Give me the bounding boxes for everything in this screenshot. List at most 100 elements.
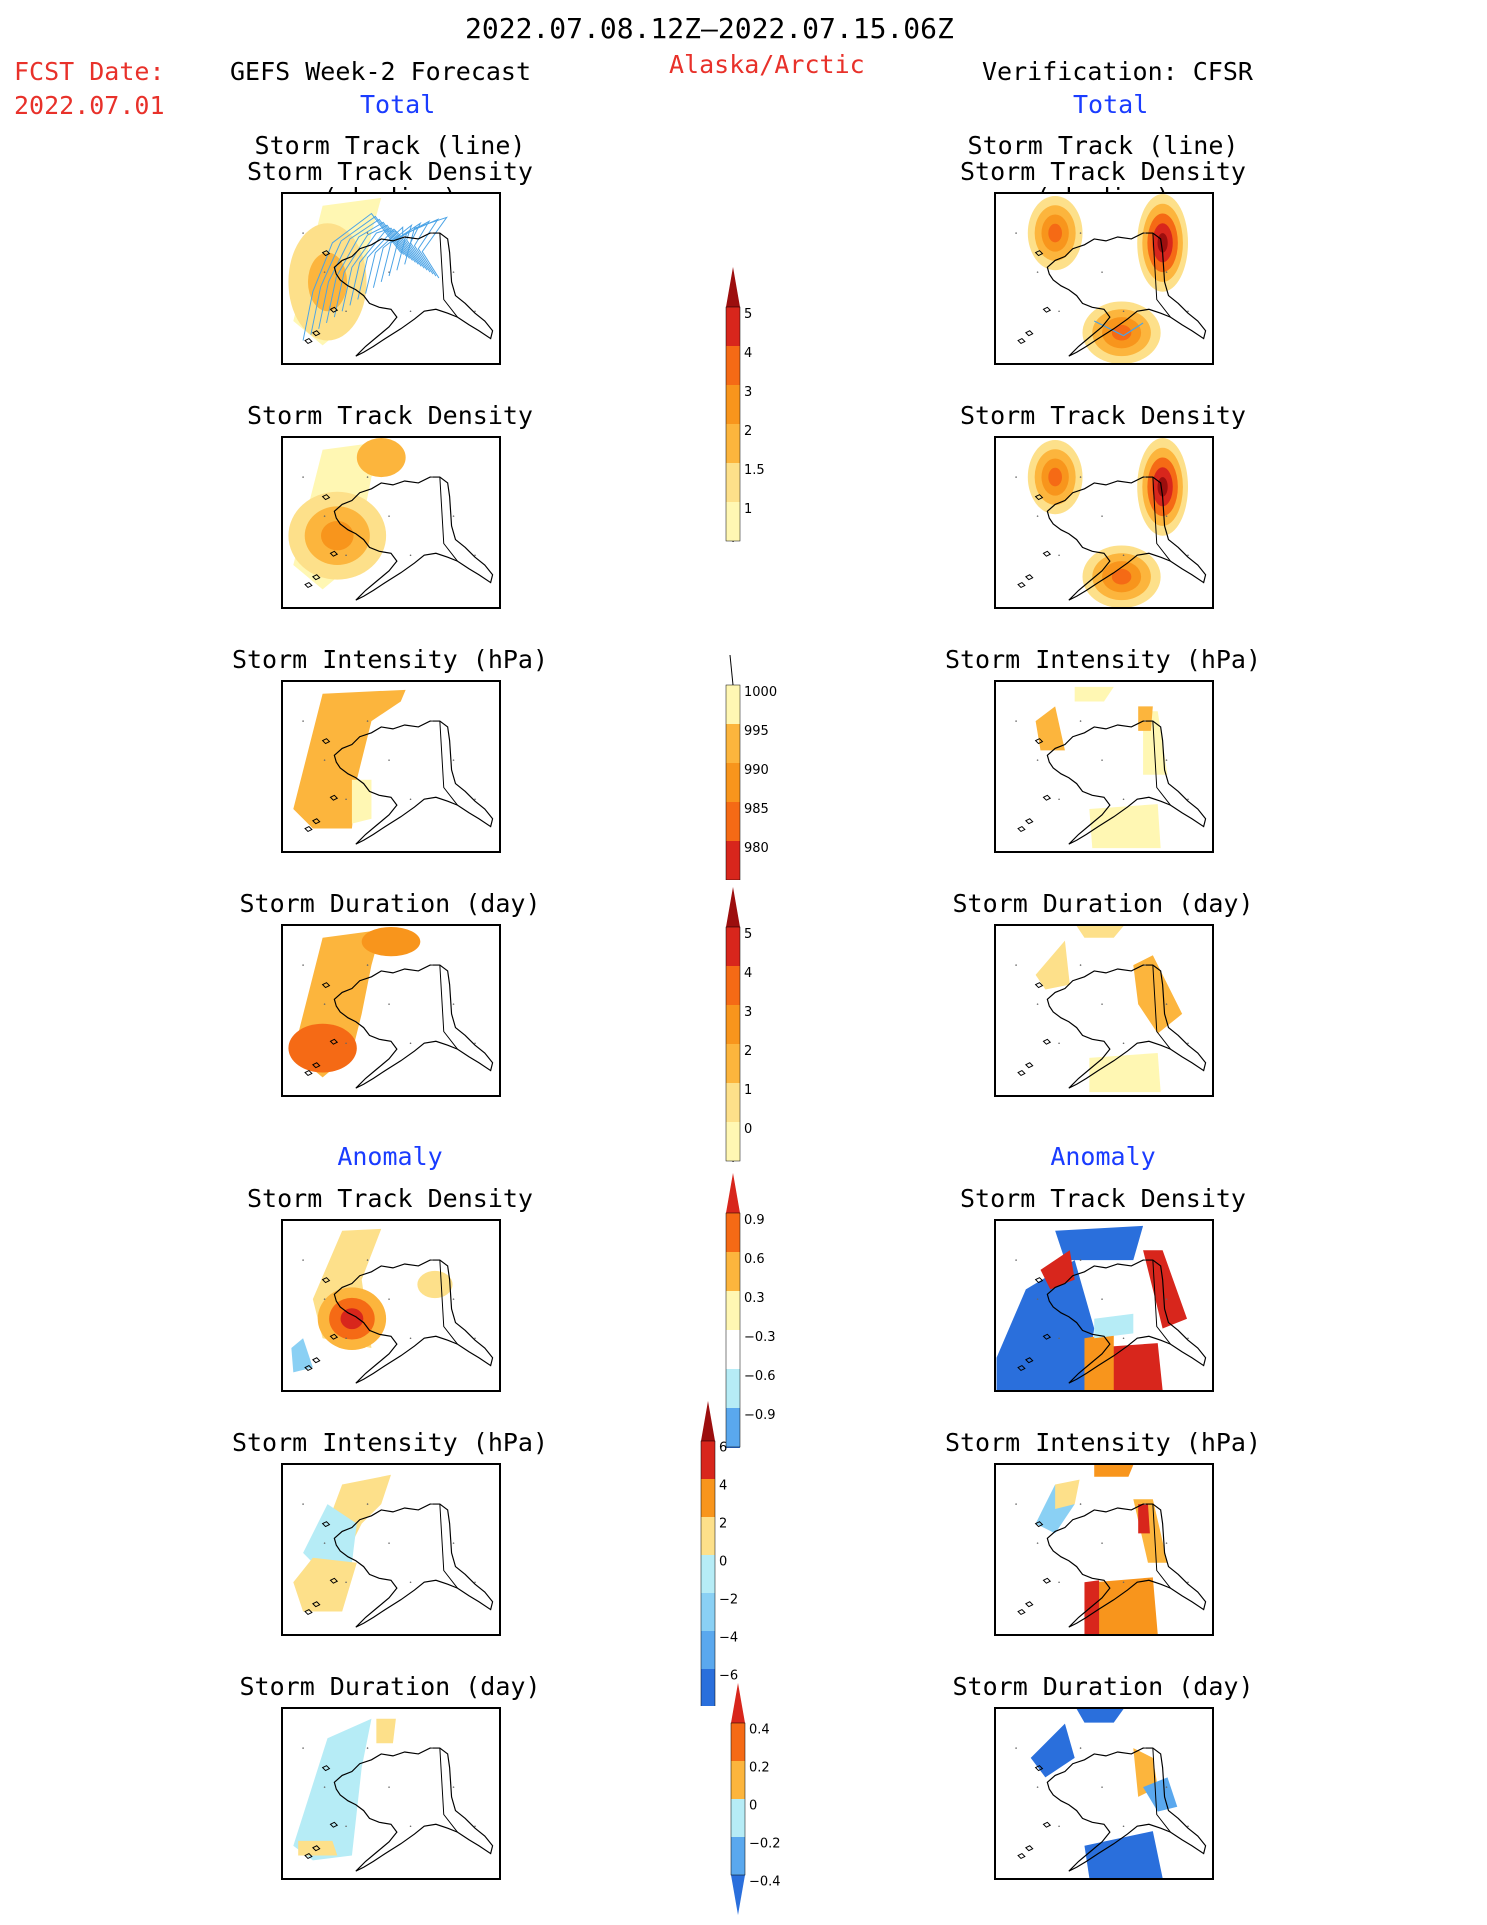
- colorbar-segment: [726, 1213, 740, 1252]
- storm-track-lines: [1093, 320, 1144, 337]
- title-duration-left: Storm Duration (day): [239, 889, 541, 918]
- danom-n: [1076, 1709, 1124, 1723]
- colorbar-segment: [726, 1408, 740, 1447]
- colorbar-tick-label: 0: [744, 1122, 752, 1137]
- colorbar-top-arrow: [726, 267, 740, 307]
- map-duration-anom-right-grid-dots: [1015, 1747, 1189, 1828]
- colorbar-tick-label: −4: [719, 1631, 738, 1646]
- int-n: [1074, 686, 1114, 702]
- colorbar-tick-label: 2: [744, 1044, 752, 1059]
- danom-pos-s: [298, 1840, 338, 1856]
- density-core: [288, 223, 367, 341]
- colorbar-intensity-anom: 6 4 2 0 −2 −4 −6: [700, 1401, 738, 1706]
- density-nw: [1027, 195, 1083, 271]
- colorbar-segment: [726, 1005, 740, 1044]
- title-duration-anom-left: Storm Duration (day): [239, 1672, 541, 1701]
- colorbar-tick-label: 1: [744, 502, 752, 517]
- left-total-subtitle: Total: [360, 90, 436, 119]
- colorbar-segment: [726, 841, 740, 880]
- intensity-light: [351, 779, 372, 824]
- intensity-shade: [293, 689, 406, 829]
- colorbar-density-anom: 0.9 0.6 0.3 −0.3 −0.6 −0.9: [725, 1173, 776, 1448]
- colorbar-segment: [726, 802, 740, 841]
- colorbar-segment: [726, 1122, 740, 1161]
- map-duration-anom-right-coastline: [1017, 1747, 1207, 1872]
- map-intensity-anom-right: [994, 1463, 1214, 1636]
- map-duration-anom-right: [994, 1707, 1214, 1880]
- colorbar-tick-label: −0.3: [744, 1330, 776, 1345]
- anom-neg-north: [1055, 1225, 1144, 1261]
- left-column-title: GEFS Week-2 Forecast: [230, 57, 532, 86]
- map-intensity-left: [281, 680, 501, 853]
- colorbar-tick-label: 980: [744, 841, 769, 856]
- colorbar-tick-label: 0: [719, 1555, 727, 1570]
- colorbar-tick-label: 0.6: [744, 1252, 765, 1267]
- int-ne2: [1138, 706, 1153, 731]
- colorbar-tick-label: 1000: [744, 685, 777, 700]
- colorbar-segment: [726, 385, 740, 424]
- colorbar-top-arrow: [701, 1401, 715, 1441]
- density-core: [288, 491, 387, 580]
- right-column-title: Verification: CFSR: [982, 57, 1253, 86]
- colorbar-duration-anom: 0.4 0.2 0 −0.2 −0.4: [730, 1683, 781, 1915]
- anom-east: [417, 1270, 453, 1299]
- title-intensity-right: Storm Intensity (hPa): [944, 645, 1262, 674]
- map-track-line-left-grid-dots: [302, 232, 476, 313]
- colorbar-segment: [731, 1837, 745, 1875]
- colorbar-segment: [701, 1517, 715, 1555]
- colorbar-tick-label: 5: [744, 307, 752, 322]
- colorbar-segment: [726, 1083, 740, 1122]
- map-density-anom-left: [281, 1219, 501, 1392]
- title-intensity-anom-right: Storm Intensity (hPa): [944, 1428, 1262, 1457]
- map-density-anom-right: [994, 1219, 1214, 1392]
- colorbar-tick-label: −0.2: [749, 1837, 781, 1852]
- map-density-anom-left-grid-dots: [302, 1259, 476, 1340]
- ianom-ne2: [1138, 1504, 1150, 1534]
- map-intensity-left-coastline: [304, 720, 494, 845]
- title-density-right: Storm Track Density: [960, 401, 1246, 430]
- colorbar-segments: [700, 1401, 716, 1706]
- title-intensity-left: Storm Intensity (hPa): [231, 645, 549, 674]
- danom-ne2: [1143, 1777, 1178, 1812]
- int-south: [1089, 804, 1161, 849]
- colorbar-top-arrow: [726, 1173, 740, 1213]
- colorbar-segment: [701, 1593, 715, 1631]
- storm-track-lines: [302, 212, 448, 341]
- map-intensity-anom-right-coastline: [1017, 1503, 1207, 1628]
- colorbar-tick-label: 0.2: [749, 1761, 770, 1776]
- title-density-anom-right: Storm Track Density: [960, 1184, 1246, 1213]
- dur-n: [1076, 926, 1124, 938]
- colorbar-segment: [726, 1291, 740, 1330]
- density-south: [1082, 301, 1161, 363]
- dur-south: [1089, 1052, 1161, 1093]
- map-density-anom-left-coastline: [304, 1259, 494, 1384]
- map-duration-anom-left: [281, 1707, 501, 1880]
- fcst-date-label: FCST Date:: [14, 57, 165, 86]
- colorbar-segment: [726, 502, 740, 541]
- colorbar-segment: [726, 1369, 740, 1408]
- dur-nw: [1035, 940, 1070, 990]
- colorbar-tick-label: 0.4: [749, 1723, 770, 1738]
- map-duration-anom-left-grid-dots: [302, 1747, 476, 1828]
- map-intensity-anom-left: [281, 1463, 501, 1636]
- colorbar-segments: [725, 1173, 741, 1448]
- colorbar-tick-label: 1.5: [744, 463, 765, 478]
- map-density-left-grid-dots: [302, 476, 476, 557]
- ianom-n: [1094, 1465, 1134, 1477]
- colorbar-segments: [730, 1683, 746, 1915]
- map-intensity-left-grid-dots: [302, 720, 476, 801]
- map-density-right-grid-dots: [1015, 476, 1189, 557]
- map-intensity-anom-left-coastline: [304, 1503, 494, 1628]
- colorbar-tick-label: −2: [719, 1593, 738, 1608]
- title-duration-right: Storm Duration (day): [952, 889, 1254, 918]
- map-duration-right-coastline: [1017, 964, 1207, 1089]
- colorbar-tick-label: 3: [744, 385, 752, 400]
- map-track-line-left-coastline: [304, 232, 494, 357]
- colorbar-tick-label: −0.9: [744, 1408, 776, 1423]
- colorbar-segment: [726, 424, 740, 463]
- fcst-date-value: 2022.07.01: [14, 91, 165, 120]
- colorbar-tick-label: 2: [744, 424, 752, 439]
- colorbar-segments: [725, 267, 741, 542]
- map-intensity-anom-right-grid-dots: [1015, 1503, 1189, 1584]
- colorbar-tick-label: 990: [744, 763, 769, 778]
